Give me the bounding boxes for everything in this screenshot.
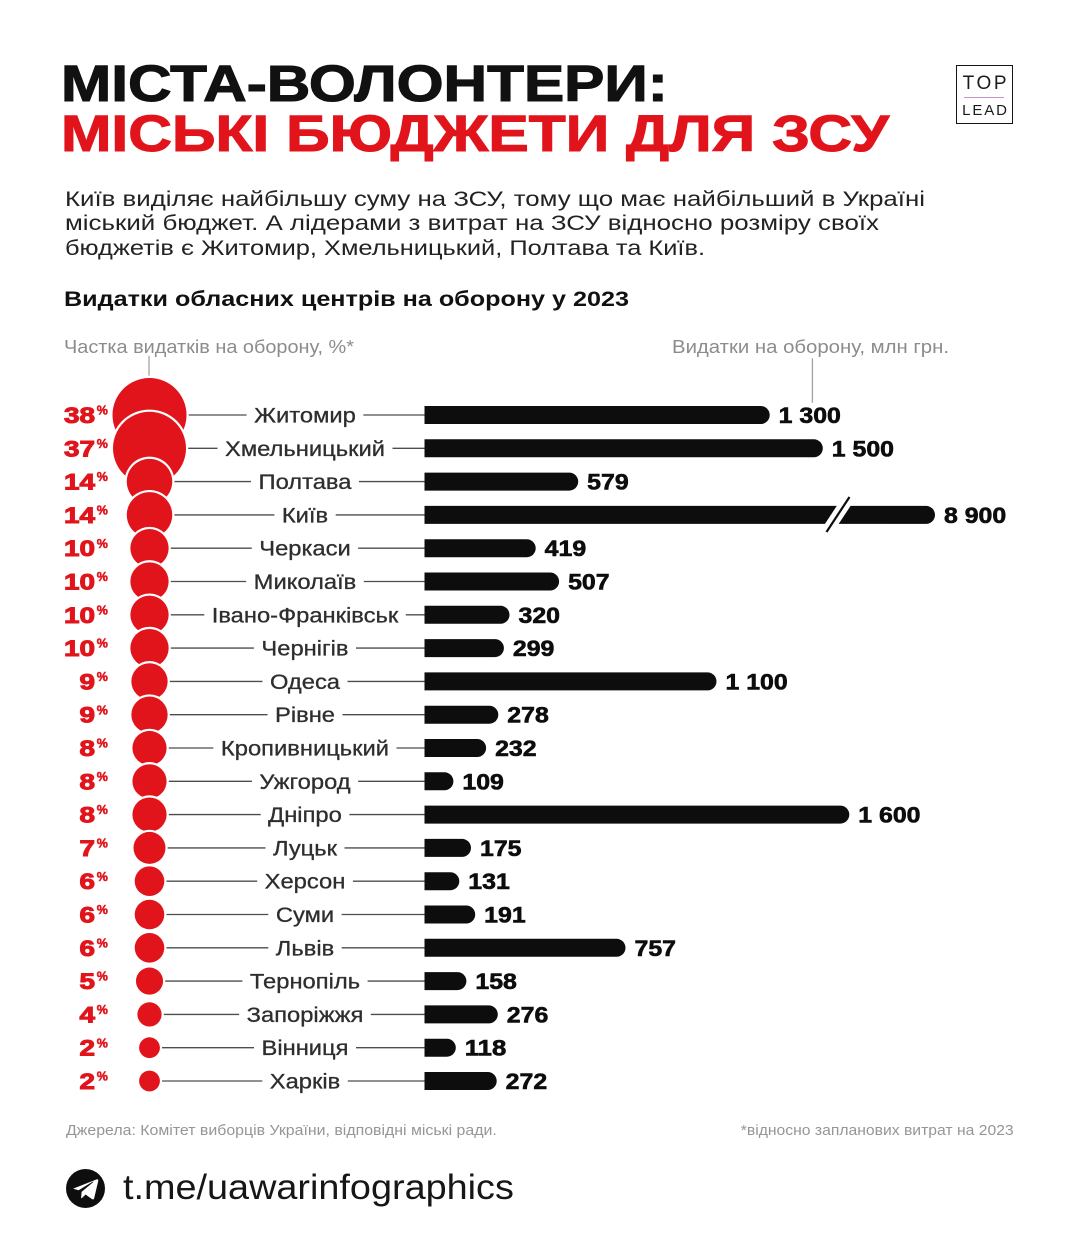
svg-text:Рівне: Рівне <box>275 703 335 727</box>
svg-text:%: % <box>97 1070 108 1084</box>
svg-text:109: 109 <box>462 769 504 794</box>
svg-text:2: 2 <box>80 1036 96 1061</box>
svg-text:Хмельницький: Хмельницький <box>225 437 385 461</box>
svg-text:1 600: 1 600 <box>858 803 920 828</box>
svg-text:Івано-Франківськ: Івано-Франківськ <box>212 603 399 627</box>
svg-text:Житомир: Житомир <box>254 404 356 428</box>
svg-text:5: 5 <box>80 969 96 994</box>
svg-text:%: % <box>97 837 108 851</box>
svg-text:Миколаїв: Миколаїв <box>254 570 357 594</box>
svg-text:507: 507 <box>568 570 610 595</box>
svg-text:1 500: 1 500 <box>832 436 894 461</box>
svg-text:37: 37 <box>64 436 95 461</box>
svg-text:%: % <box>97 870 108 884</box>
svg-text:191: 191 <box>484 903 526 928</box>
svg-text:131: 131 <box>468 869 510 894</box>
svg-text:%: % <box>97 437 108 451</box>
svg-text:Дніпро: Дніпро <box>268 803 342 827</box>
svg-text:278: 278 <box>507 703 549 728</box>
svg-text:8: 8 <box>80 769 96 794</box>
svg-text:%: % <box>97 737 108 751</box>
svg-text:6: 6 <box>80 903 96 928</box>
svg-text:%: % <box>97 537 108 551</box>
svg-text:%: % <box>97 703 108 717</box>
svg-text:%: % <box>97 470 108 484</box>
svg-text:4: 4 <box>80 1002 96 1027</box>
svg-text:757: 757 <box>635 936 677 961</box>
svg-text:9: 9 <box>80 703 96 728</box>
svg-text:10: 10 <box>64 603 95 628</box>
svg-text:2: 2 <box>80 1069 96 1094</box>
svg-text:8: 8 <box>80 803 96 828</box>
svg-text:%: % <box>97 637 108 651</box>
svg-text:158: 158 <box>475 969 517 994</box>
svg-text:Тернопіль: Тернопіль <box>250 970 360 994</box>
svg-text:%: % <box>97 903 108 917</box>
svg-text:Луцьк: Луцьк <box>273 836 338 860</box>
svg-text:1 100: 1 100 <box>726 669 788 694</box>
svg-text:276: 276 <box>507 1002 549 1027</box>
svg-text:6: 6 <box>80 869 96 894</box>
svg-text:118: 118 <box>465 1036 507 1061</box>
svg-text:Чернігів: Чернігів <box>261 637 348 661</box>
svg-text:419: 419 <box>545 536 587 561</box>
svg-text:Харків: Харків <box>270 1070 341 1094</box>
svg-text:%: % <box>97 404 108 418</box>
svg-text:%: % <box>97 1036 108 1050</box>
svg-text:7: 7 <box>80 836 96 861</box>
svg-text:299: 299 <box>513 636 555 661</box>
svg-text:%: % <box>97 1003 108 1017</box>
svg-text:8 900: 8 900 <box>944 503 1006 528</box>
svg-text:10: 10 <box>64 570 95 595</box>
svg-text:10: 10 <box>64 636 95 661</box>
svg-text:10: 10 <box>64 536 95 561</box>
svg-text:%: % <box>97 770 108 784</box>
svg-text:272: 272 <box>506 1069 548 1094</box>
svg-text:%: % <box>97 504 108 518</box>
svg-text:14: 14 <box>64 503 96 528</box>
svg-text:Одеса: Одеса <box>270 670 340 694</box>
svg-text:579: 579 <box>587 470 629 495</box>
svg-text:Полтава: Полтава <box>259 470 352 494</box>
svg-text:%: % <box>97 570 108 584</box>
svg-text:%: % <box>97 670 108 684</box>
svg-text:%: % <box>97 803 108 817</box>
svg-text:%: % <box>97 970 108 984</box>
svg-text:175: 175 <box>480 836 522 861</box>
svg-text:38: 38 <box>64 403 95 428</box>
svg-text:320: 320 <box>519 603 561 628</box>
svg-text:Херсон: Херсон <box>265 870 346 894</box>
svg-text:Запоріжжя: Запоріжжя <box>247 1003 364 1027</box>
svg-text:Ужгород: Ужгород <box>259 770 351 794</box>
svg-text:Львів: Львів <box>276 936 334 960</box>
svg-text:232: 232 <box>495 736 536 761</box>
svg-text:8: 8 <box>80 736 96 761</box>
svg-text:Суми: Суми <box>276 903 334 927</box>
svg-text:6: 6 <box>80 936 96 961</box>
svg-text:Черкаси: Черкаси <box>259 537 350 561</box>
svg-text:9: 9 <box>80 669 96 694</box>
svg-text:Вінниця: Вінниця <box>262 1036 349 1060</box>
svg-text:%: % <box>97 603 108 617</box>
svg-text:14: 14 <box>64 470 96 495</box>
svg-text:Кропивницький: Кропивницький <box>221 737 389 761</box>
svg-text:%: % <box>97 936 108 950</box>
svg-text:1 300: 1 300 <box>779 403 841 428</box>
svg-text:Київ: Київ <box>282 503 328 527</box>
